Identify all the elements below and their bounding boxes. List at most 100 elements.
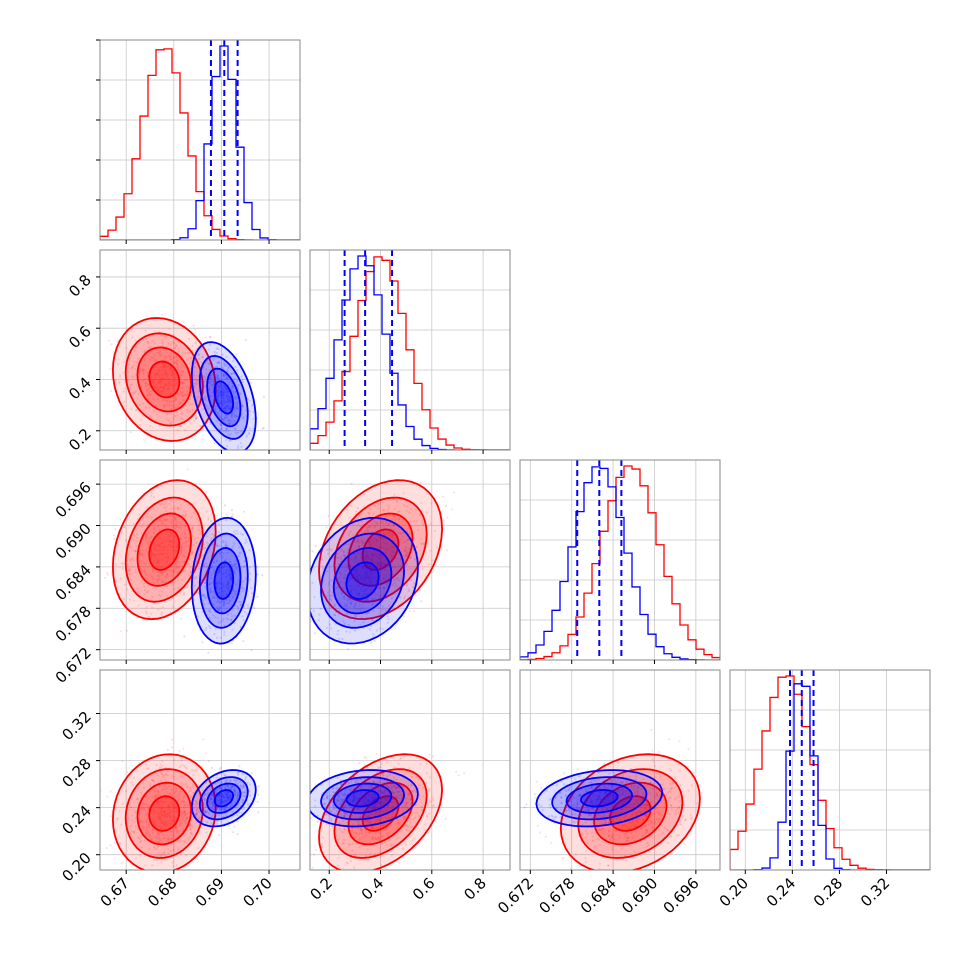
sample-point [192, 324, 195, 327]
sample-point [226, 613, 230, 616]
sample-point [173, 508, 176, 511]
sample-point [445, 817, 448, 820]
sample-point [171, 519, 174, 522]
sample-point [408, 510, 411, 514]
sample-point [236, 396, 239, 399]
sample-point [233, 793, 237, 796]
sample-point [364, 834, 367, 837]
sample-point [218, 793, 221, 797]
sample-point [386, 582, 389, 585]
sample-point [362, 627, 365, 630]
sample-point [248, 410, 251, 413]
sample-point [175, 564, 178, 567]
sample-point [113, 842, 116, 845]
sample-point [207, 517, 210, 521]
sample-point [238, 780, 242, 783]
contour-red [148, 795, 181, 832]
sample-point [360, 596, 363, 599]
sample-point [414, 789, 417, 792]
sample-point [165, 532, 168, 535]
sample-point [384, 792, 387, 796]
sample-point [353, 620, 356, 623]
sample-point [379, 564, 382, 568]
sample-point [347, 579, 350, 582]
sample-point [380, 817, 383, 820]
sample-point [149, 415, 152, 418]
sample-point [130, 383, 133, 386]
sample-point [182, 774, 185, 777]
sample-point [195, 807, 198, 811]
sample-point [362, 541, 366, 544]
sample-point [204, 810, 207, 813]
sample-point [187, 562, 190, 566]
sample-point [177, 848, 180, 851]
sample-point [630, 786, 633, 789]
sample-point [153, 353, 157, 357]
sample-point [221, 404, 224, 407]
sample-point [359, 787, 362, 790]
sample-point [375, 796, 378, 799]
sample-point [225, 793, 228, 796]
sample-point [231, 385, 235, 388]
sample-point [175, 538, 178, 541]
sample-point [227, 581, 230, 585]
sample-point [145, 820, 148, 823]
sample-point [206, 544, 209, 548]
sample-point [190, 516, 193, 519]
sample-point [215, 347, 218, 350]
sample-point [381, 836, 384, 839]
sample-point [195, 415, 198, 418]
sample-point [180, 543, 183, 547]
sample-point [362, 578, 365, 581]
sample-point [235, 590, 238, 593]
sample-point [175, 826, 178, 829]
sample-point [410, 784, 413, 787]
sample-point [212, 561, 216, 564]
sample-point [407, 548, 410, 551]
sample-point [382, 586, 385, 589]
sample-point [337, 838, 340, 841]
sample-point [357, 827, 360, 830]
sample-point [223, 773, 226, 776]
sample-point [612, 797, 615, 800]
sample-point [585, 821, 588, 824]
sample-point [631, 821, 634, 824]
sample-point [163, 836, 166, 840]
sample-point [368, 799, 371, 802]
sample-point [204, 805, 207, 809]
sample-point [157, 389, 160, 392]
sample-point [150, 492, 153, 495]
sample-point [375, 802, 378, 805]
sample-point [372, 796, 376, 800]
sample-point [123, 583, 127, 586]
sample-point [161, 788, 165, 791]
sample-point [139, 871, 141, 873]
sample-point [173, 406, 176, 409]
sample-point [161, 580, 164, 583]
sample-point [356, 540, 359, 543]
sample-point [166, 560, 169, 563]
sample-point [163, 506, 166, 510]
sample-point [233, 789, 236, 792]
sample-point [366, 554, 369, 558]
sample-point [371, 553, 374, 557]
sample-point [224, 807, 227, 810]
sample-point [235, 567, 238, 570]
sample-point [165, 796, 168, 800]
sample-point [180, 617, 183, 620]
sample-point [391, 789, 394, 793]
sample-point [210, 577, 213, 580]
sample-point [157, 382, 160, 385]
sample-point [198, 816, 201, 820]
sample-point [194, 769, 197, 772]
sample-point [227, 795, 230, 798]
sample-point [230, 785, 233, 788]
sample-point [212, 804, 215, 808]
sample-point [157, 799, 160, 802]
sample-point [210, 822, 213, 825]
sample-point [384, 568, 387, 571]
sample-point [354, 589, 357, 592]
sample-point [174, 549, 177, 552]
sample-point [346, 599, 349, 602]
sample-point [405, 801, 408, 805]
